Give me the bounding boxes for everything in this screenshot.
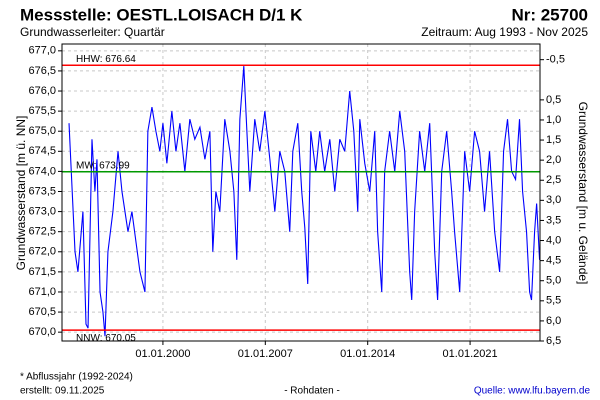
x-tick-label: 01.01.2021 xyxy=(443,348,498,360)
y2-tick-label: 1,0 xyxy=(546,114,561,126)
source-link[interactable]: Quelle: www.lfu.bayern.de xyxy=(474,386,591,397)
y2-tick-label: -0,5 xyxy=(546,54,565,66)
y-axis-label: Grundwasserstand [m ü. NN] xyxy=(14,116,28,271)
y-tick-label: 672,0 xyxy=(28,246,56,258)
y2-tick-label: 4,5 xyxy=(546,255,561,267)
y-tick-label: 672,5 xyxy=(28,226,56,238)
y-tick-label: 670,5 xyxy=(28,306,56,318)
y-tick-label: 671,0 xyxy=(28,286,56,298)
y-tick-label: 675,5 xyxy=(28,105,56,117)
x-tick-label: 01.01.2014 xyxy=(340,348,395,360)
y2-tick-label: 3,0 xyxy=(546,194,561,206)
y2-tick-label: 4,0 xyxy=(546,234,561,246)
y2-axis-label: Grundwasserstand [m u. Gelände] xyxy=(576,102,590,285)
y-tick-label: 676,0 xyxy=(28,85,56,97)
data-line xyxy=(68,66,541,337)
y-tick-label: 674,5 xyxy=(28,145,56,157)
reference-label: HHW: 676.64 xyxy=(76,54,136,65)
y-tick-label: 674,0 xyxy=(28,165,56,177)
y-tick-label: 670,0 xyxy=(28,326,56,338)
reference-label: NNW: 670.05 xyxy=(76,333,136,344)
plot-frame xyxy=(61,43,541,342)
x-tick-label: 01.01.2000 xyxy=(135,348,190,360)
y2-tick-label: 6,0 xyxy=(546,315,561,327)
y-tick-label: 677,0 xyxy=(28,45,56,57)
y2-tick-label: 1,5 xyxy=(546,134,561,146)
y-tick-label: 673,5 xyxy=(28,185,56,197)
x-tick-label: 01.01.2007 xyxy=(238,348,293,360)
y-tick-label: 671,5 xyxy=(28,266,56,278)
y2-tick-label: 6,5 xyxy=(546,335,561,347)
y-tick-label: 673,0 xyxy=(28,205,56,217)
reference-label: MW: 673.99 xyxy=(76,160,130,171)
y2-tick-label: 3,5 xyxy=(546,214,561,226)
data-note: - Rohdaten - xyxy=(284,386,340,397)
y2-tick-label: 2,5 xyxy=(546,174,561,186)
subtitle: Grundwasserleiter: Quartär xyxy=(20,25,165,39)
period: Zeitraum: Aug 1993 - Nov 2025 xyxy=(421,25,588,39)
y2-tick-label: 5,0 xyxy=(546,275,561,287)
y-tick-label: 675,0 xyxy=(28,125,56,137)
y2-tick-label: 2,0 xyxy=(546,154,561,166)
created-date: erstellt: 09.11.2025 xyxy=(20,386,105,397)
y-tick-label: 676,5 xyxy=(28,65,56,77)
station-number: Nr: 25700 xyxy=(511,5,588,24)
footnote: * Abflussjahr (1992-2024) xyxy=(20,372,133,383)
y2-tick-label: 5,5 xyxy=(546,295,561,307)
chart-title: Messstelle: OESTL.LOISACH D/1 K xyxy=(20,5,303,24)
y2-tick-label: 0,5 xyxy=(546,94,561,106)
